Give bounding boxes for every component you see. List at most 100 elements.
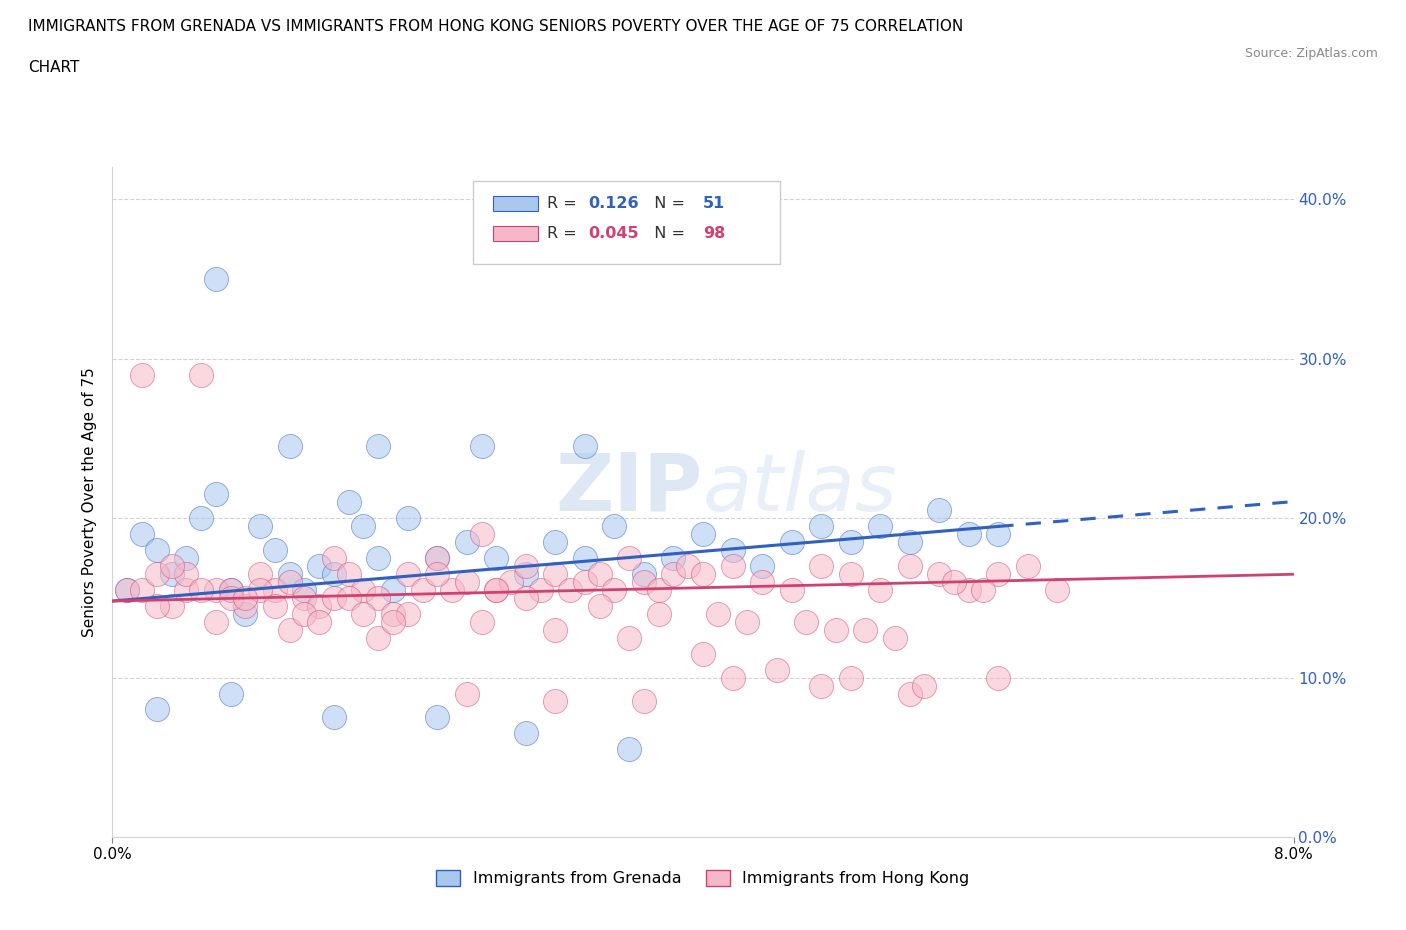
Point [574, 439, 596, 454]
Point [721, 542, 744, 557]
Point [308, 615, 330, 630]
Point [869, 519, 891, 534]
Point [278, 622, 301, 637]
Point [603, 519, 626, 534]
Point [396, 566, 419, 581]
Point [839, 671, 862, 685]
Point [205, 582, 228, 597]
Point [264, 582, 287, 597]
Point [796, 615, 818, 630]
Point [396, 606, 419, 621]
Point [249, 519, 271, 534]
Point [456, 535, 478, 550]
Point [839, 566, 862, 581]
Point [662, 566, 685, 581]
Text: atlas: atlas [703, 450, 898, 528]
Point [352, 606, 374, 621]
Text: N =: N = [644, 196, 690, 211]
Point [824, 622, 846, 637]
Point [765, 662, 787, 677]
Point [249, 566, 271, 581]
Point [647, 582, 671, 597]
Point [603, 582, 626, 597]
Point [544, 694, 567, 709]
Text: 51: 51 [703, 196, 725, 211]
Point [928, 566, 950, 581]
Bar [492, 226, 537, 241]
Point [1017, 559, 1039, 574]
Point [323, 591, 346, 605]
Point [441, 582, 464, 597]
Point [323, 551, 346, 565]
Point [471, 439, 494, 454]
Point [337, 495, 360, 510]
Point [898, 559, 921, 574]
Point [544, 535, 567, 550]
FancyBboxPatch shape [472, 180, 780, 264]
Text: ZIP: ZIP [555, 450, 703, 528]
Point [382, 615, 405, 630]
Point [396, 511, 419, 525]
Point [264, 542, 287, 557]
Point [174, 566, 197, 581]
Point [485, 582, 508, 597]
Point [898, 686, 921, 701]
Point [278, 566, 301, 581]
Point [117, 582, 138, 597]
Point [853, 622, 877, 637]
Point [160, 598, 183, 613]
Point [382, 582, 405, 597]
Point [146, 598, 169, 613]
Point [456, 575, 478, 590]
Point [174, 582, 197, 597]
Point [501, 575, 523, 590]
Point [515, 559, 537, 574]
Point [678, 559, 700, 574]
Point [928, 503, 950, 518]
Point [515, 591, 537, 605]
Point [367, 591, 389, 605]
Point [367, 631, 389, 645]
Point [560, 582, 582, 597]
Point [485, 582, 508, 597]
Point [574, 551, 596, 565]
Point [619, 631, 641, 645]
Point [957, 582, 980, 597]
Point [337, 591, 360, 605]
Point [367, 439, 389, 454]
Point [278, 439, 301, 454]
Legend: Immigrants from Grenada, Immigrants from Hong Kong: Immigrants from Grenada, Immigrants from… [430, 863, 976, 893]
Point [146, 566, 169, 581]
Point [174, 551, 197, 565]
Point [810, 519, 832, 534]
Point [323, 710, 346, 724]
Point [233, 606, 256, 621]
Point [588, 598, 610, 613]
Point [323, 566, 346, 581]
Point [647, 606, 671, 621]
Point [292, 591, 315, 605]
Point [619, 551, 641, 565]
Point [471, 615, 494, 630]
Point [619, 742, 641, 757]
Point [308, 559, 330, 574]
Point [352, 582, 374, 597]
Point [574, 575, 596, 590]
Point [456, 686, 478, 701]
Text: 0.045: 0.045 [589, 226, 640, 241]
Point [219, 582, 242, 597]
Point [292, 582, 315, 597]
Point [942, 575, 965, 590]
Point [544, 566, 567, 581]
Point [957, 526, 980, 541]
Point [973, 582, 995, 597]
Point [485, 551, 508, 565]
Text: R =: R = [547, 226, 582, 241]
Point [352, 519, 374, 534]
Point [219, 582, 242, 597]
Point [249, 582, 271, 597]
Text: IMMIGRANTS FROM GRENADA VS IMMIGRANTS FROM HONG KONG SENIORS POVERTY OVER THE AG: IMMIGRANTS FROM GRENADA VS IMMIGRANTS FR… [28, 19, 963, 33]
Point [233, 598, 256, 613]
Point [839, 535, 862, 550]
Point [515, 726, 537, 741]
